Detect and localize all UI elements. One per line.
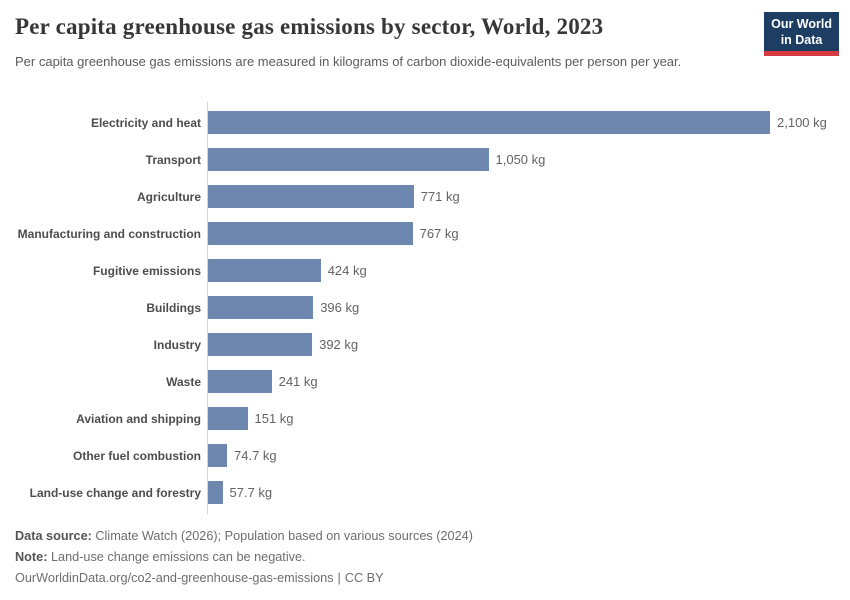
bar[interactable] xyxy=(207,333,313,356)
bar-category-label: Land-use change and forestry xyxy=(29,485,201,500)
bar[interactable] xyxy=(207,296,314,319)
bar-track: 1,050 kg xyxy=(207,141,850,178)
bar-track: 392 kg xyxy=(207,326,850,363)
bar-category-label: Other fuel combustion xyxy=(72,448,201,463)
bar-track: 74.7 kg xyxy=(207,437,850,474)
bar-value-label: 396 kg xyxy=(320,300,360,315)
chart-footer: Data source: Climate Watch (2026); Popul… xyxy=(15,526,473,589)
bar-value-label: 57.7 kg xyxy=(229,485,273,500)
chart-bar-row: Manufacturing and construction 767 kg xyxy=(0,215,850,252)
bar-category-label: Electricity and heat xyxy=(90,115,201,130)
data-source-label: Data source: xyxy=(15,529,92,543)
note-label: Note: xyxy=(15,550,48,564)
bar-track: 771 kg xyxy=(207,178,850,215)
chart-bar-row: Agriculture 771 kg xyxy=(0,178,850,215)
chart-bar-row: Transport 1,050 kg xyxy=(0,141,850,178)
bar-value-label: 241 kg xyxy=(278,374,318,389)
chart-bar-row: Land-use change and forestry 57.7 kg xyxy=(0,474,850,511)
bar-track: 57.7 kg xyxy=(207,474,850,511)
bar[interactable] xyxy=(207,444,227,467)
chart-bar-row: Other fuel combustion 74.7 kg xyxy=(0,437,850,474)
bar-track: 151 kg xyxy=(207,400,850,437)
bar[interactable] xyxy=(207,148,489,171)
note-text: Land-use change emissions can be negativ… xyxy=(50,550,306,564)
bar[interactable] xyxy=(207,111,770,134)
chart-bar-row: Buildings 396 kg xyxy=(0,289,850,326)
bar-track: 424 kg xyxy=(207,252,850,289)
owid-logo-line1: Our World xyxy=(771,17,832,31)
bar-category-label: Waste xyxy=(166,374,201,389)
bar-category-label: Aviation and shipping xyxy=(76,411,201,426)
owid-url-link[interactable]: OurWorldinData.org/co2-and-greenhouse-ga… xyxy=(15,571,334,585)
bar-value-label: 2,100 kg xyxy=(777,115,827,130)
bar-value-label: 392 kg xyxy=(319,337,359,352)
page-title: Per capita greenhouse gas emissions by s… xyxy=(15,14,604,39)
bar[interactable] xyxy=(207,481,223,504)
bar-value-label: 767 kg xyxy=(419,226,459,241)
chart-bar-row: Aviation and shipping 151 kg xyxy=(0,400,850,437)
bar-value-label: 424 kg xyxy=(327,263,367,278)
bar-value-label: 151 kg xyxy=(254,411,294,426)
bar-category-label: Transport xyxy=(145,152,201,167)
bar-track: 396 kg xyxy=(207,289,850,326)
data-source-line: Data source: Climate Watch (2026); Popul… xyxy=(15,526,473,547)
bar-category-label: Agriculture xyxy=(136,189,201,204)
bar-category-label: Manufacturing and construction xyxy=(17,226,201,241)
license-label: CC BY xyxy=(344,571,384,585)
chart-bar-row: Waste 241 kg xyxy=(0,363,850,400)
attribution-line: OurWorldinData.org/co2-and-greenhouse-ga… xyxy=(15,568,473,589)
bar-chart: Electricity and heat 2,100 kg Transport … xyxy=(0,102,850,514)
bar-value-label: 74.7 kg xyxy=(234,448,277,463)
bar-category-label: Buildings xyxy=(146,300,201,315)
bar-value-label: 771 kg xyxy=(420,189,460,204)
bar-track: 241 kg xyxy=(207,363,850,400)
chart-bar-row: Electricity and heat 2,100 kg xyxy=(0,104,850,141)
data-source-text: Climate Watch (2026); Population based o… xyxy=(95,529,473,543)
bar[interactable] xyxy=(207,222,413,245)
bar-track: 767 kg xyxy=(207,215,850,252)
bar[interactable] xyxy=(207,259,321,282)
bar-category-label: Industry xyxy=(153,337,201,352)
y-axis-line xyxy=(207,102,208,514)
chart-bar-row: Fugitive emissions 424 kg xyxy=(0,252,850,289)
bar[interactable] xyxy=(207,185,414,208)
bar-category-label: Fugitive emissions xyxy=(92,263,201,278)
owid-logo[interactable]: Our World in Data xyxy=(764,12,839,57)
bar[interactable] xyxy=(207,370,272,393)
bar[interactable] xyxy=(207,407,248,430)
bar-track: 2,100 kg xyxy=(207,104,850,141)
attribution-separator: | xyxy=(337,571,341,585)
bar-value-label: 1,050 kg xyxy=(495,152,546,167)
owid-logo-line2: in Data xyxy=(780,32,823,47)
chart-bar-row: Industry 392 kg xyxy=(0,326,850,363)
chart-subtitle: Per capita greenhouse gas emissions are … xyxy=(15,54,682,69)
note-line: Note: Land-use change emissions can be n… xyxy=(15,547,473,568)
